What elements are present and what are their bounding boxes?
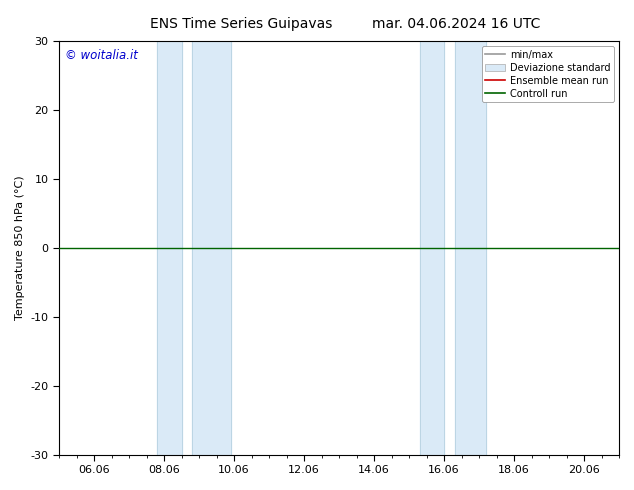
Bar [157,41,181,455]
Y-axis label: Temperature 850 hPa (°C): Temperature 850 hPa (°C) [15,175,25,320]
Legend: min/max, Deviazione standard, Ensemble mean run, Controll run: min/max, Deviazione standard, Ensemble m… [482,46,614,102]
Text: mar. 04.06.2024 16 UTC: mar. 04.06.2024 16 UTC [372,17,541,31]
Bar [192,41,231,455]
Bar [455,41,486,455]
Text: © woitalia.it: © woitalia.it [65,49,138,62]
Text: ENS Time Series Guipavas: ENS Time Series Guipavas [150,17,332,31]
Bar [420,41,444,455]
